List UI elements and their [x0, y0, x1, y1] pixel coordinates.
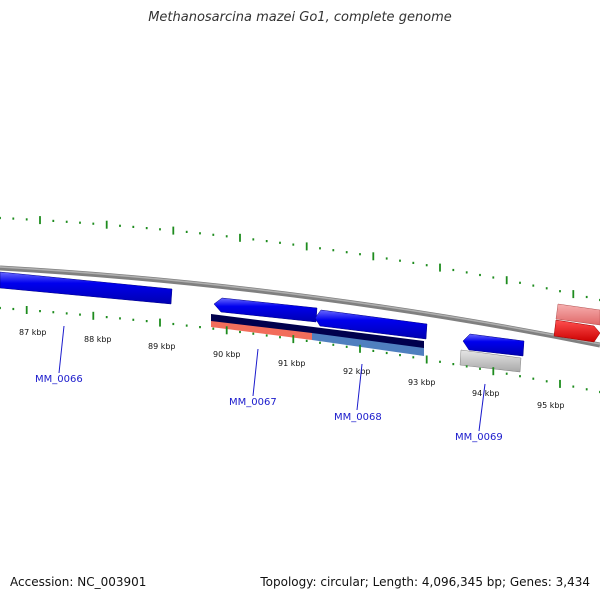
gene-red-feature[interactable] [553, 319, 600, 343]
genome-backbone-highlight [0, 266, 600, 345]
ruler-label-94kbp: 94 kbp [472, 389, 500, 398]
ruler-label-91kbp: 91 kbp [278, 359, 306, 368]
gene-gray-feature[interactable] [459, 349, 522, 373]
genome-summary-text: Topology: circular; Length: 4,096,345 bp… [260, 575, 590, 589]
ruler-label-87kbp: 87 kbp [19, 328, 47, 337]
ruler-label-88kbp: 88 kbp [84, 335, 112, 344]
gene-mm-0068[interactable] [314, 309, 428, 340]
outer-tick-ring [0, 216, 600, 302]
gene-label-mm-0069[interactable]: MM_0069 [455, 432, 503, 443]
inner-tick-ring [0, 306, 600, 394]
gene-label-mm-0068[interactable]: MM_0068 [334, 412, 382, 423]
ruler-label-89kbp: 89 kbp [148, 342, 176, 351]
ruler-label-90kbp: 90 kbp [213, 350, 241, 359]
gene-mm-0066[interactable] [0, 271, 173, 305]
leader-line-mm-0069 [478, 383, 486, 432]
ruler-label-93kbp: 93 kbp [408, 378, 436, 387]
accession-text: Accession: NC_003901 [10, 575, 147, 589]
genome-title: Methanosarcina mazei Go1, complete genom… [148, 10, 452, 25]
navy-feature-track [211, 314, 424, 349]
gene-mm-0069[interactable] [462, 333, 525, 357]
gene-label-mm-0067[interactable]: MM_0067 [229, 397, 277, 408]
genome-backbone [0, 265, 600, 348]
gene-label-mm-0066[interactable]: MM_0066 [35, 374, 83, 385]
ruler-label-92kbp: 92 kbp [343, 367, 371, 376]
steel-feature-track [312, 333, 424, 356]
leader-line-mm-0066 [58, 325, 65, 374]
leader-line-mm-0068 [356, 363, 363, 411]
salmon-feature-track [211, 321, 312, 340]
gene-pink-feature[interactable] [555, 303, 600, 326]
gene-mm-0067[interactable] [213, 297, 318, 323]
ruler-label-95kbp: 95 kbp [537, 401, 565, 410]
leader-line-mm-0067 [252, 348, 259, 397]
